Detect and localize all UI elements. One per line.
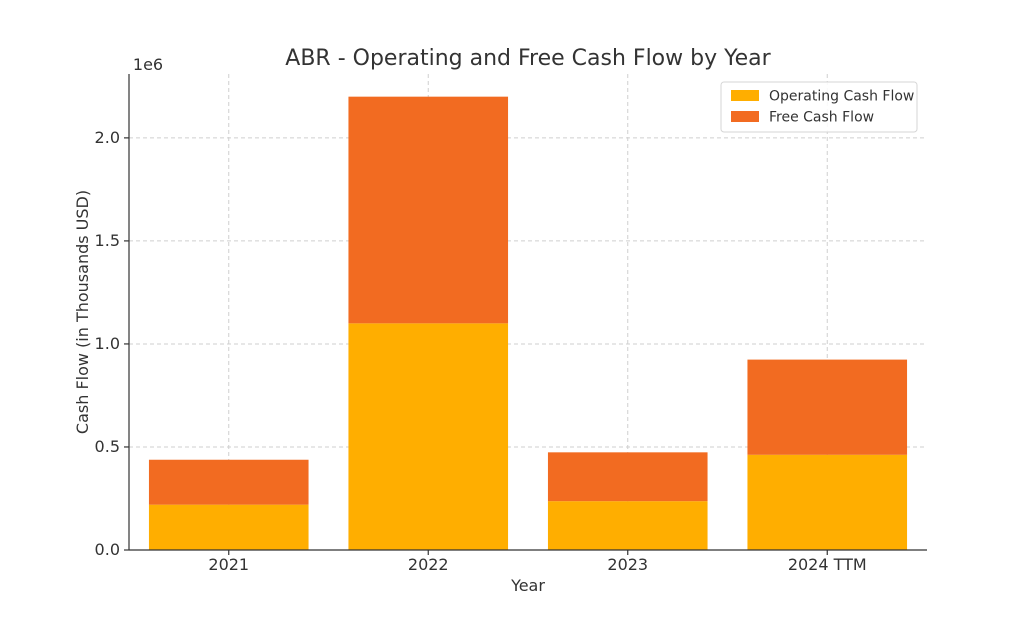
bar-free-cash-flow-0 <box>148 459 309 505</box>
y-offset-label: 1e6 <box>133 55 163 74</box>
bar-free-cash-flow-2 <box>547 452 708 502</box>
tick-labels: 0.0 0.5 1.0 1.5 2.0 2021 2022 2023 2024 TTM <box>95 128 867 574</box>
y-tick-label: 1.5 <box>95 231 120 250</box>
bar-operating-cash-flow-3 <box>747 454 908 550</box>
legend-box <box>720 81 918 133</box>
x-axis-label: Year <box>510 576 545 595</box>
bar-free-cash-flow-3 <box>747 359 908 455</box>
x-tick-label: 2024 TTM <box>788 555 867 574</box>
legend-swatch <box>731 111 759 122</box>
legend-label: Free Cash Flow <box>769 110 874 126</box>
legend-swatch <box>731 90 759 101</box>
bar-operating-cash-flow-1 <box>348 323 509 550</box>
bars <box>148 96 908 550</box>
y-tick-label: 2.0 <box>95 128 120 147</box>
y-tick-label: 0.0 <box>95 540 120 559</box>
x-tick-label: 2023 <box>607 555 648 574</box>
bar-operating-cash-flow-2 <box>547 501 708 550</box>
legend: Operating Cash Flow Free Cash Flow <box>720 81 918 133</box>
chart-title: ABR - Operating and Free Cash Flow by Ye… <box>285 46 771 71</box>
y-tick-label: 0.5 <box>95 437 120 456</box>
bar-free-cash-flow-1 <box>348 96 509 324</box>
x-tick-label: 2021 <box>208 555 249 574</box>
bar-operating-cash-flow-0 <box>148 504 309 550</box>
axes <box>124 74 927 555</box>
legend-label: Operating Cash Flow <box>769 89 914 105</box>
y-tick-label: 1.0 <box>95 334 120 353</box>
x-tick-label: 2022 <box>408 555 449 574</box>
y-axis-label: Cash Flow (in Thousands USD) <box>73 190 92 434</box>
